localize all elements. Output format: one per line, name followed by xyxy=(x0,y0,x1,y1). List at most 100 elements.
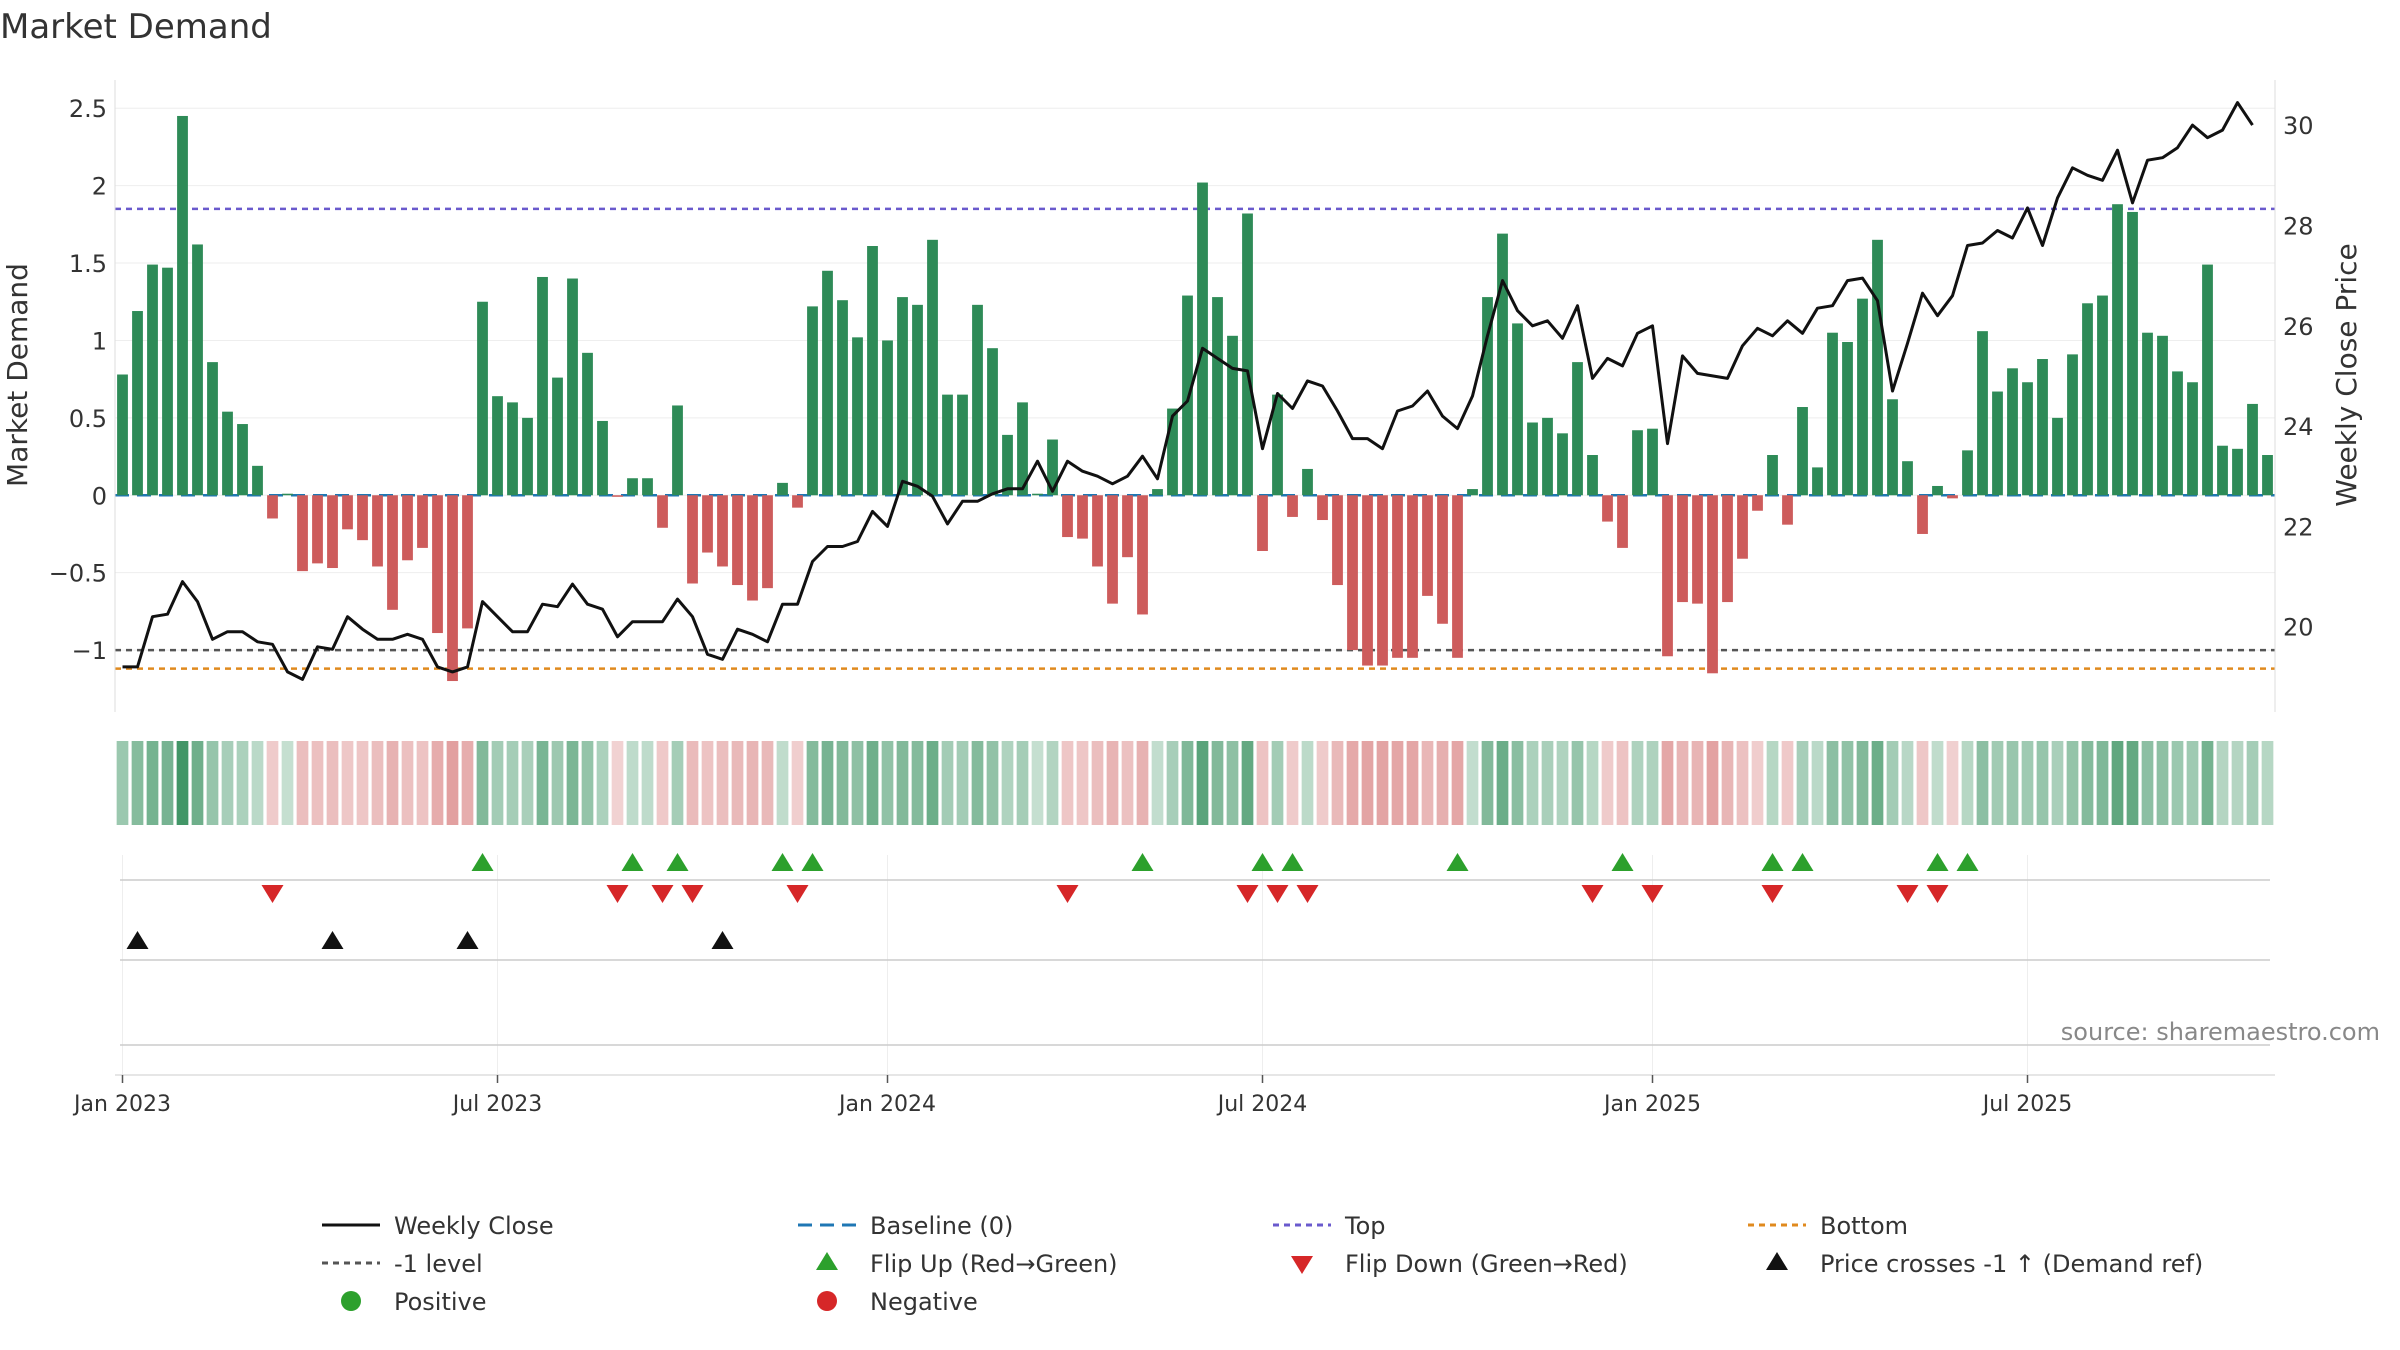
flip-up-marker xyxy=(771,853,794,871)
heat-cell-positive xyxy=(1481,741,1494,825)
left-tick-label: 2 xyxy=(92,173,107,201)
price-cross-marker xyxy=(321,931,344,949)
demand-bar-negative xyxy=(1692,495,1703,604)
legend-swatch-positive xyxy=(341,1291,361,1311)
demand-bar-positive xyxy=(492,396,503,496)
heat-cell-positive xyxy=(1151,741,1164,825)
flip-down-marker xyxy=(261,885,284,903)
demand-bar-positive xyxy=(987,348,998,496)
heat-cell-positive xyxy=(941,741,954,825)
heat-cell-positive xyxy=(1991,741,2004,825)
heat-cell-positive xyxy=(1631,741,1644,825)
heat-cell-positive xyxy=(896,741,909,825)
heat-cell-positive xyxy=(986,741,999,825)
demand-bar-positive xyxy=(1182,295,1193,496)
heat-cell-positive xyxy=(2081,741,2094,825)
heat-cell-positive xyxy=(1211,741,1224,825)
demand-bar-negative xyxy=(1422,495,1433,596)
demand-bar-positive xyxy=(252,465,263,496)
chart-title: Market Demand xyxy=(0,7,272,47)
demand-bar-negative xyxy=(792,495,803,508)
demand-bar-negative xyxy=(1407,495,1418,658)
demand-bar-positive xyxy=(2172,371,2183,496)
demand-bar-negative xyxy=(372,495,383,567)
heat-cell-negative xyxy=(461,741,474,825)
demand-bar-negative xyxy=(1107,495,1118,604)
demand-bar-positive xyxy=(1212,297,1223,496)
demand-bar-positive xyxy=(867,246,878,496)
demand-bars xyxy=(117,115,2273,682)
demand-bar-negative xyxy=(1392,495,1403,658)
heat-cell-positive xyxy=(2231,741,2244,825)
demand-bar-positive xyxy=(537,276,548,496)
demand-bar-negative xyxy=(1737,495,1748,559)
legend-label: -1 level xyxy=(394,1250,483,1278)
heat-cell-negative xyxy=(1121,741,1134,825)
x-axis: Jan 2023 Jul 2023 Jan 2024 Jul 2024 Jan 2025… xyxy=(72,1074,2275,1117)
demand-bar-positive xyxy=(1242,213,1253,496)
left-tick-label: 1.5 xyxy=(69,250,107,278)
heat-cell-negative xyxy=(266,741,279,825)
demand-bar-positive xyxy=(1542,417,1553,496)
heat-cell-negative xyxy=(761,741,774,825)
demand-bar-negative xyxy=(762,495,773,589)
heat-cell-positive xyxy=(1931,741,1944,825)
legend-label: Baseline (0) xyxy=(870,1212,1013,1240)
demand-bar-positive xyxy=(2097,295,2108,496)
demand-bar-negative xyxy=(612,495,623,497)
legend-label: Positive xyxy=(394,1288,487,1316)
flip-up-marker xyxy=(1611,853,1634,871)
demand-bar-positive xyxy=(807,306,818,496)
axes: 2.5 2 1.5 1 0.5 0 −0.5 −1 30 28 26 24 22 20 xyxy=(49,80,2314,712)
heat-cell-negative xyxy=(386,741,399,825)
heat-cell-positive xyxy=(626,741,639,825)
demand-bar-positive xyxy=(2052,417,2063,496)
heat-cell-positive xyxy=(821,741,834,825)
heat-cell-positive xyxy=(1976,741,1989,825)
heat-cell-positive xyxy=(566,741,579,825)
legend-swatch-negative xyxy=(817,1291,837,1311)
heat-cell-negative xyxy=(716,741,729,825)
heat-cell-positive xyxy=(1016,741,1029,825)
heat-cell-negative xyxy=(1706,741,1719,825)
heat-cell-positive xyxy=(926,741,939,825)
demand-bar-positive xyxy=(237,424,248,496)
demand-bar-negative xyxy=(1947,495,1958,499)
flip-up-marker xyxy=(1761,853,1784,871)
heat-cell-positive xyxy=(2096,741,2109,825)
heat-cell-negative xyxy=(1091,741,1104,825)
flip-down-marker xyxy=(1296,885,1319,903)
heat-cell-negative xyxy=(1331,741,1344,825)
heat-cell-negative xyxy=(1256,741,1269,825)
demand-bar-positive xyxy=(957,394,968,496)
demand-bar-positive xyxy=(2232,448,2243,496)
flip-down-marker xyxy=(1641,885,1664,903)
demand-heat-strip xyxy=(116,741,2274,825)
heat-cell-positive xyxy=(1541,741,1554,825)
demand-bar-negative xyxy=(1317,495,1328,521)
heat-cell-positive xyxy=(1001,741,1014,825)
heat-cell-positive xyxy=(251,741,264,825)
right-tick-label: 24 xyxy=(2283,413,2314,441)
demand-bar-negative xyxy=(717,495,728,567)
heat-cell-positive xyxy=(1196,741,1209,825)
demand-bar-positive xyxy=(837,300,848,496)
demand-bar-positive xyxy=(132,311,143,496)
heat-cell-positive xyxy=(1511,741,1524,825)
reference-lines xyxy=(115,207,2275,670)
demand-bar-positive xyxy=(1842,341,1853,496)
demand-bar-negative xyxy=(1722,495,1733,603)
demand-bar-negative xyxy=(687,495,698,584)
flip-down-marker xyxy=(1896,885,1919,903)
demand-bar-negative xyxy=(1062,495,1073,538)
flip-up-marker xyxy=(1446,853,1469,871)
heat-cell-negative xyxy=(1751,741,1764,825)
demand-bar-positive xyxy=(1587,455,1598,496)
flip-down-marker xyxy=(1581,885,1604,903)
demand-bar-negative xyxy=(1782,495,1793,525)
heat-cell-positive xyxy=(1466,741,1479,825)
flip-up-marker xyxy=(621,853,644,871)
demand-bar-positive xyxy=(567,278,578,496)
heat-cell-positive xyxy=(776,741,789,825)
demand-bar-negative xyxy=(327,495,338,569)
